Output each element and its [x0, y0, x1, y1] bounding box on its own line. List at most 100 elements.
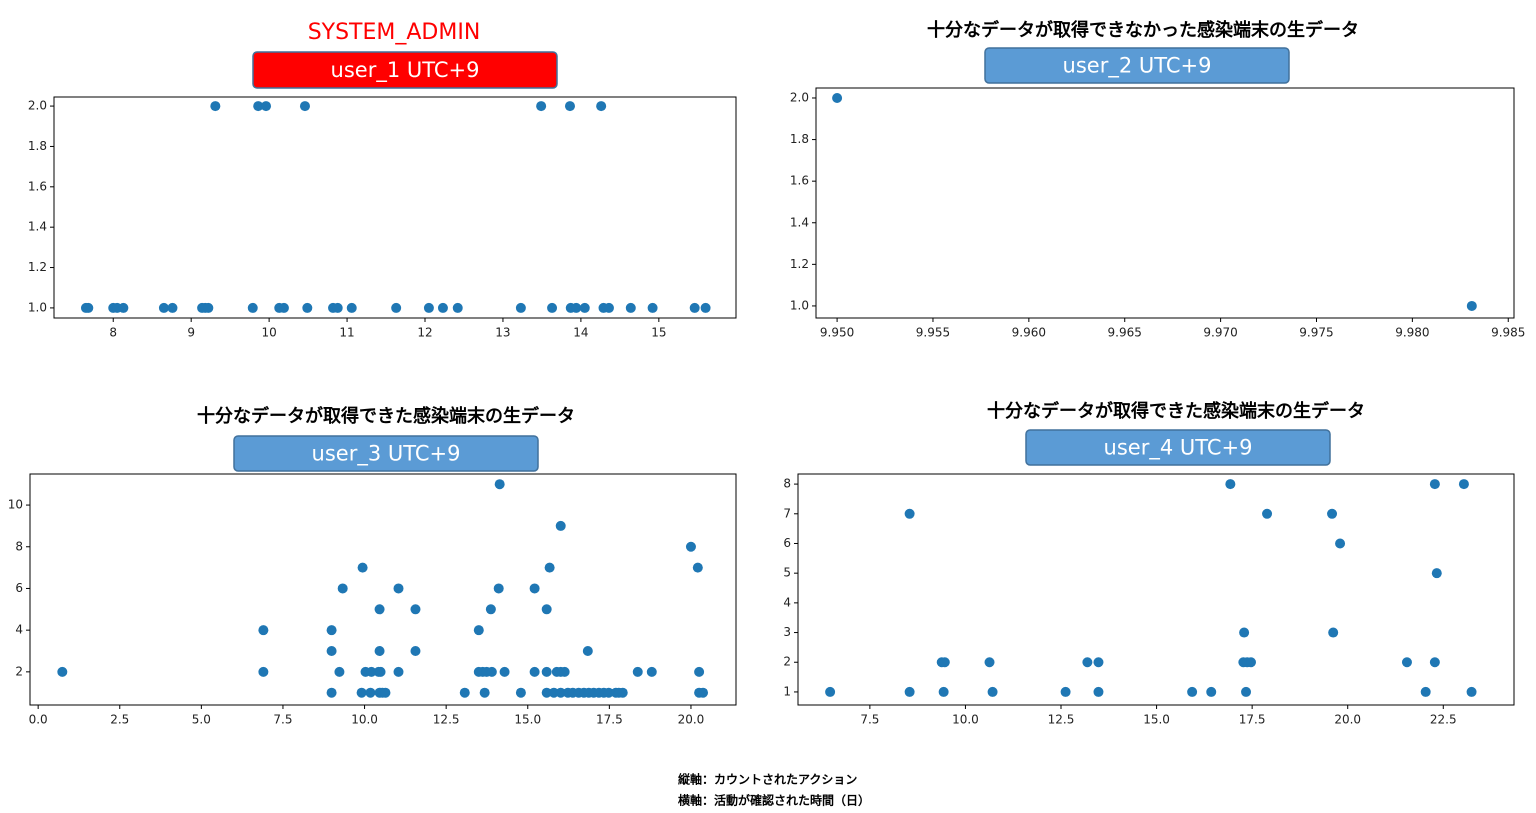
y-tick-label: 2	[15, 664, 23, 678]
point	[494, 479, 505, 490]
note: 横軸：活動が確認された時間（日）	[678, 793, 870, 808]
point	[515, 302, 526, 313]
point	[555, 687, 566, 698]
point	[375, 666, 386, 677]
y-tick-label: 1.0	[790, 298, 809, 312]
x-tick-label: 9.965	[1108, 326, 1142, 340]
point	[83, 302, 94, 313]
badge-label: user_2 UTC+9	[1063, 54, 1212, 79]
y-tick-label: 1.4	[790, 215, 809, 229]
point	[356, 687, 367, 698]
point	[374, 604, 385, 615]
badge	[233, 435, 539, 472]
x-tick-label: 9.980	[1395, 326, 1429, 340]
point	[689, 302, 700, 313]
x-tick-label: 9.985	[1491, 326, 1525, 340]
x-tick-label: 10.0	[351, 713, 378, 727]
y-tick-label: 6	[783, 536, 791, 550]
point	[1093, 686, 1104, 697]
point	[391, 302, 402, 313]
point	[258, 625, 269, 636]
point	[939, 657, 950, 668]
badge-label: user_4 UTC+9	[1104, 436, 1253, 461]
point	[479, 687, 490, 698]
point	[832, 92, 843, 103]
point	[529, 666, 540, 677]
point	[1093, 657, 1104, 668]
point	[564, 101, 575, 112]
point	[1335, 538, 1346, 549]
y-tick-label: 1.6	[790, 174, 809, 188]
point	[825, 686, 836, 697]
badge	[1025, 429, 1331, 466]
x-tick-label: 2.5	[110, 713, 129, 727]
point	[158, 302, 169, 313]
badge	[252, 51, 558, 89]
point	[685, 541, 696, 552]
point	[437, 302, 448, 313]
point	[646, 666, 657, 677]
point	[571, 302, 582, 313]
point	[410, 646, 421, 657]
point	[541, 687, 552, 698]
y-tick-label: 2	[783, 655, 791, 669]
point	[423, 302, 434, 313]
point	[486, 666, 497, 677]
x-tick-label: 8	[109, 326, 117, 340]
point	[544, 562, 555, 573]
x-tick-label: 7.5	[860, 713, 879, 727]
chart-title: SYSTEM_ADMIN	[308, 20, 481, 45]
y-tick-label: 1	[783, 684, 791, 698]
point	[380, 687, 391, 698]
plot-frame	[53, 96, 737, 319]
point	[1466, 300, 1477, 311]
point	[299, 101, 310, 112]
note: 縦軸：カウントされたアクション	[678, 772, 857, 787]
point	[541, 604, 552, 615]
x-tick-label: 17.5	[596, 713, 623, 727]
x-tick-label: 17.5	[1239, 713, 1266, 727]
y-tick-label: 2.0	[790, 90, 809, 104]
point	[536, 101, 547, 112]
point	[410, 604, 421, 615]
point	[334, 666, 345, 677]
point	[548, 687, 559, 698]
point	[904, 686, 915, 697]
point	[332, 302, 343, 313]
point	[1431, 568, 1442, 579]
point	[694, 666, 705, 677]
point	[366, 666, 377, 677]
point	[1327, 508, 1338, 519]
point	[365, 687, 376, 698]
point	[452, 302, 463, 313]
badge-label: user_1 UTC+9	[331, 58, 480, 83]
point	[393, 583, 404, 594]
x-tick-label: 15.0	[514, 713, 541, 727]
y-tick-label: 1.2	[28, 260, 47, 274]
x-tick-label: 5.0	[192, 713, 211, 727]
y-tick-label: 1.8	[790, 132, 809, 146]
point	[1245, 657, 1256, 668]
point	[1466, 686, 1477, 697]
y-tick-label: 2.0	[28, 99, 47, 113]
x-tick-label: 9.950	[820, 326, 854, 340]
x-tick-label: 11	[339, 326, 354, 340]
x-tick-label: 20.0	[1334, 713, 1361, 727]
x-tick-label: 20.0	[678, 713, 705, 727]
point	[603, 302, 614, 313]
point	[603, 687, 614, 698]
x-tick-label: 10.0	[952, 713, 979, 727]
point	[247, 302, 258, 313]
point	[1239, 627, 1250, 638]
y-tick-label: 8	[15, 539, 23, 553]
x-tick-label: 14	[573, 326, 588, 340]
plot-frame	[29, 473, 737, 706]
point	[278, 302, 289, 313]
point	[118, 302, 129, 313]
point	[302, 302, 313, 313]
x-tick-label: 9.960	[1012, 326, 1046, 340]
point	[617, 687, 628, 698]
point	[582, 646, 593, 657]
point	[1241, 686, 1252, 697]
point	[374, 646, 385, 657]
